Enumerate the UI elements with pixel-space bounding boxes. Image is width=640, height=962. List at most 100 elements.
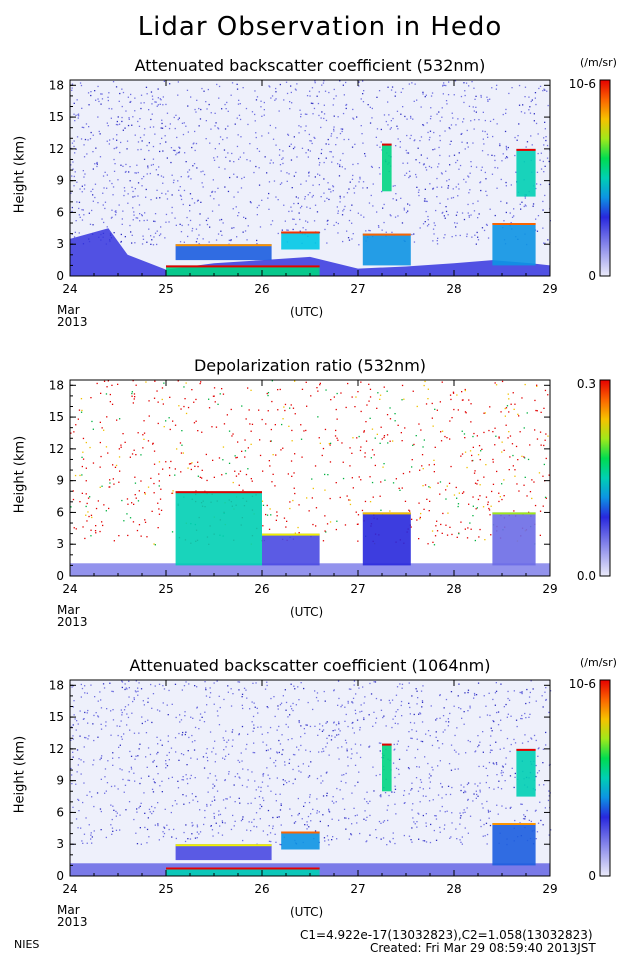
noise-dot — [507, 393, 509, 395]
noise-dot — [132, 190, 134, 193]
noise-dot — [261, 199, 263, 201]
noise-dot — [241, 760, 243, 762]
noise-dot — [176, 803, 178, 805]
noise-dot — [161, 791, 163, 793]
noise-dot — [121, 714, 123, 716]
noise-dot — [507, 437, 509, 439]
noise-dot — [461, 399, 464, 401]
noise-dot — [366, 801, 368, 803]
noise-dot — [189, 219, 192, 222]
noise-dot — [321, 111, 323, 113]
noise-dot — [469, 172, 471, 174]
noise-dot — [482, 751, 484, 753]
noise-dot — [450, 465, 452, 468]
noise-dot — [400, 432, 402, 434]
noise-dot — [162, 96, 164, 98]
noise-dot — [514, 469, 516, 471]
noise-dot — [221, 821, 224, 824]
noise-dot — [450, 769, 453, 771]
noise-dot — [275, 91, 277, 93]
noise-dot — [401, 487, 403, 489]
noise-dot — [322, 82, 325, 84]
noise-dot — [321, 730, 324, 732]
x-tick-label: 26 — [254, 882, 269, 896]
noise-dot — [100, 699, 102, 701]
noise-dot — [133, 398, 135, 400]
noise-dot — [318, 157, 320, 160]
noise-dot — [434, 535, 437, 537]
noise-dot — [317, 416, 319, 418]
noise-dot — [286, 229, 288, 231]
noise-dot — [412, 390, 414, 392]
noise-dot — [497, 724, 500, 726]
noise-dot — [499, 748, 501, 750]
noise-dot — [82, 801, 84, 804]
noise-dot — [295, 196, 297, 198]
noise-dot — [225, 798, 227, 800]
noise-dot — [469, 707, 471, 709]
noise-dot — [514, 742, 517, 744]
noise-dot — [310, 140, 312, 142]
noise-dot — [70, 506, 72, 508]
noise-dot — [307, 776, 310, 778]
noise-dot — [428, 773, 431, 775]
noise-dot — [486, 843, 488, 845]
noise-dot — [446, 437, 448, 439]
noise-dot — [207, 88, 209, 91]
noise-dot — [442, 715, 445, 717]
noise-dot — [93, 830, 95, 832]
noise-dot — [312, 487, 314, 490]
noise-dot — [449, 143, 451, 145]
noise-dot — [87, 709, 89, 712]
noise-dot — [182, 794, 184, 796]
noise-dot — [304, 802, 306, 804]
noise-dot — [213, 387, 216, 389]
noise-dot — [371, 428, 374, 430]
noise-dot — [461, 212, 464, 214]
noise-dot — [456, 222, 458, 224]
noise-dot — [485, 223, 488, 226]
noise-dot — [290, 85, 292, 87]
noise-dot — [272, 473, 274, 475]
noise-dot — [439, 694, 441, 696]
noise-dot — [329, 188, 331, 190]
noise-dot — [397, 424, 399, 426]
noise-dot — [153, 492, 155, 494]
noise-dot — [482, 731, 484, 733]
noise-dot — [161, 192, 163, 194]
noise-dot — [434, 148, 436, 150]
noise-dot — [154, 133, 156, 135]
noise-dot — [181, 779, 183, 781]
noise-dot — [380, 796, 382, 798]
noise-dot — [287, 133, 289, 135]
noise-dot — [77, 764, 79, 766]
noise-dot — [494, 692, 497, 694]
noise-dot — [123, 791, 125, 793]
noise-dot — [126, 148, 128, 150]
noise-dot — [109, 139, 111, 141]
noise-dot — [383, 435, 386, 437]
noise-dot — [357, 514, 360, 516]
noise-dot — [441, 212, 443, 214]
noise-dot — [323, 117, 325, 120]
noise-dot — [178, 759, 180, 761]
noise-dot — [91, 209, 93, 212]
noise-dot — [139, 827, 141, 829]
noise-dot — [349, 499, 351, 501]
noise-dot — [187, 131, 189, 133]
noise-dot — [78, 207, 80, 210]
noise-dot — [397, 128, 399, 130]
noise-dot — [543, 784, 545, 786]
noise-dot — [113, 540, 115, 542]
noise-dot — [405, 211, 408, 214]
noise-dot — [100, 829, 102, 831]
noise-dot — [162, 835, 165, 838]
noise-dot — [128, 696, 130, 698]
noise-dot — [246, 697, 248, 699]
noise-dot — [82, 209, 84, 211]
noise-dot — [269, 832, 272, 834]
noise-dot — [293, 685, 295, 687]
noise-dot — [434, 815, 436, 817]
noise-dot — [531, 99, 533, 101]
